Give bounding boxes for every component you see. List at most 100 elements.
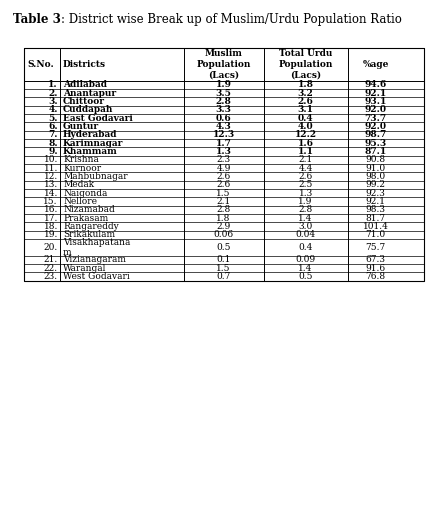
Text: S.No.: S.No. xyxy=(27,60,54,69)
Text: 9.: 9. xyxy=(48,147,58,156)
Text: 2.1: 2.1 xyxy=(298,156,313,165)
Text: 2.6: 2.6 xyxy=(216,180,231,189)
Text: 3.0: 3.0 xyxy=(298,222,313,231)
Text: Nizamabad: Nizamabad xyxy=(63,206,115,215)
Text: 92.0: 92.0 xyxy=(365,106,387,115)
Text: 71.0: 71.0 xyxy=(366,230,386,239)
Text: 101.4: 101.4 xyxy=(362,222,388,231)
Text: 0.6: 0.6 xyxy=(216,114,231,123)
Text: 90.8: 90.8 xyxy=(366,156,386,165)
Text: Vizianagaram: Vizianagaram xyxy=(63,256,126,265)
Text: 92.3: 92.3 xyxy=(366,189,386,198)
Text: Warangal: Warangal xyxy=(63,264,107,273)
Text: 22.: 22. xyxy=(44,264,58,273)
Text: Total Urdu
Population
(Lacs): Total Urdu Population (Lacs) xyxy=(278,49,333,79)
Text: Visakhapatana
m: Visakhapatana m xyxy=(63,238,130,257)
Bar xyxy=(24,48,424,281)
Text: Hyderabad: Hyderabad xyxy=(63,130,117,139)
Text: 2.8: 2.8 xyxy=(216,97,231,106)
Text: 4.0: 4.0 xyxy=(298,122,313,131)
Text: 4.: 4. xyxy=(49,106,58,115)
Text: 11.: 11. xyxy=(43,164,58,173)
Text: 3.1: 3.1 xyxy=(298,106,313,115)
Text: Naigonda: Naigonda xyxy=(63,189,108,198)
Text: 1.5: 1.5 xyxy=(216,264,231,273)
Text: 23.: 23. xyxy=(44,272,58,281)
Text: 5.: 5. xyxy=(49,114,58,123)
Text: 73.7: 73.7 xyxy=(365,114,387,123)
Text: East Godavari: East Godavari xyxy=(63,114,133,123)
Text: 16.: 16. xyxy=(43,206,58,215)
Text: Anantapur: Anantapur xyxy=(63,89,116,98)
Text: 2.6: 2.6 xyxy=(216,172,231,181)
Text: 92.0: 92.0 xyxy=(365,122,387,131)
Text: 2.6: 2.6 xyxy=(298,172,313,181)
Text: 1.8: 1.8 xyxy=(216,214,231,223)
Text: 2.: 2. xyxy=(49,89,58,98)
Text: 3.5: 3.5 xyxy=(216,89,231,98)
Text: 7.: 7. xyxy=(49,130,58,139)
Text: Rangareddy: Rangareddy xyxy=(63,222,119,231)
Text: 98.7: 98.7 xyxy=(365,130,387,139)
Text: 3.2: 3.2 xyxy=(298,89,313,98)
Text: 1.3: 1.3 xyxy=(298,189,313,198)
Text: 6.: 6. xyxy=(48,122,58,131)
Text: 1.6: 1.6 xyxy=(298,139,313,148)
Text: 2.8: 2.8 xyxy=(298,206,313,215)
Text: 17.: 17. xyxy=(43,214,58,223)
Text: 0.5: 0.5 xyxy=(298,272,313,281)
Text: 21.: 21. xyxy=(44,256,58,265)
Text: 15.: 15. xyxy=(43,197,58,206)
Text: 98.0: 98.0 xyxy=(366,172,386,181)
Text: 2.3: 2.3 xyxy=(217,156,230,165)
Text: 0.04: 0.04 xyxy=(295,230,316,239)
Text: 87.1: 87.1 xyxy=(365,147,387,156)
Text: 2.8: 2.8 xyxy=(216,206,231,215)
Text: Adilabad: Adilabad xyxy=(63,80,107,89)
Text: 1.: 1. xyxy=(48,80,58,89)
Text: 12.: 12. xyxy=(44,172,58,181)
Text: West Godavari: West Godavari xyxy=(63,272,130,281)
Text: 12.3: 12.3 xyxy=(212,130,235,139)
Text: 4.4: 4.4 xyxy=(298,164,313,173)
Text: 2.5: 2.5 xyxy=(298,180,313,189)
Text: Muslim
Population
(Lacs): Muslim Population (Lacs) xyxy=(197,49,251,79)
Text: 1.8: 1.8 xyxy=(298,80,313,89)
Text: Khammam: Khammam xyxy=(63,147,118,156)
Text: : District wise Break up of Muslim/Urdu Population Ratio: : District wise Break up of Muslim/Urdu … xyxy=(61,13,402,26)
Text: Mahbubnagar: Mahbubnagar xyxy=(63,172,128,181)
Text: Karimnagar: Karimnagar xyxy=(63,139,123,148)
Text: 67.3: 67.3 xyxy=(366,256,386,265)
Text: 12.2: 12.2 xyxy=(295,130,316,139)
Text: 1.9: 1.9 xyxy=(215,80,232,89)
Text: 3.: 3. xyxy=(48,97,58,106)
Text: 2.1: 2.1 xyxy=(216,197,231,206)
Text: Cuddapah: Cuddapah xyxy=(63,106,114,115)
Text: Krishna: Krishna xyxy=(63,156,99,165)
Text: Prakasam: Prakasam xyxy=(63,214,108,223)
Text: 1.1: 1.1 xyxy=(298,147,313,156)
Text: 13.: 13. xyxy=(44,180,58,189)
Text: 0.09: 0.09 xyxy=(295,256,316,265)
Text: 0.7: 0.7 xyxy=(216,272,231,281)
Text: 3.3: 3.3 xyxy=(215,106,232,115)
Text: Districts: Districts xyxy=(63,60,106,69)
Text: Table 3: Table 3 xyxy=(13,13,61,26)
Text: Srikakulam: Srikakulam xyxy=(63,230,115,239)
Text: 0.06: 0.06 xyxy=(214,230,233,239)
Text: Guntur: Guntur xyxy=(63,122,99,131)
Text: 0.5: 0.5 xyxy=(216,243,231,252)
Text: 98.3: 98.3 xyxy=(366,206,386,215)
Text: Nellore: Nellore xyxy=(63,197,97,206)
Text: 0.4: 0.4 xyxy=(298,243,313,252)
Text: 81.7: 81.7 xyxy=(366,214,386,223)
Text: 1.5: 1.5 xyxy=(216,189,231,198)
Text: Medak: Medak xyxy=(63,180,94,189)
Text: Kurnoor: Kurnoor xyxy=(63,164,101,173)
Text: 10.: 10. xyxy=(43,156,58,165)
Text: 18.: 18. xyxy=(43,222,58,231)
Text: 93.1: 93.1 xyxy=(364,97,387,106)
Text: 1.4: 1.4 xyxy=(298,214,313,223)
Text: 1.4: 1.4 xyxy=(298,264,313,273)
Text: %age: %age xyxy=(362,60,389,69)
